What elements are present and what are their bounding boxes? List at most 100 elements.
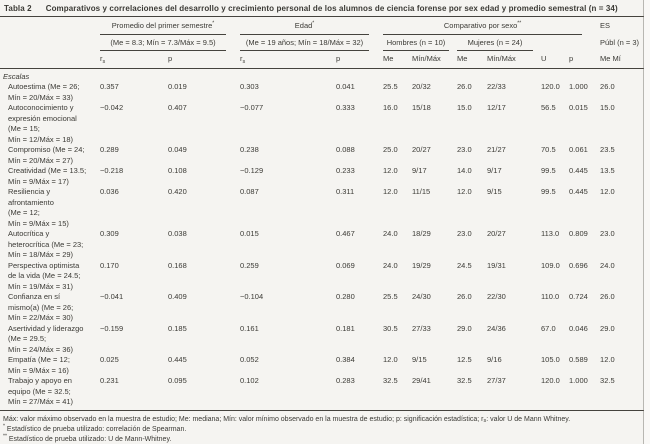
table-row: Asertividad y liderazgo (Me = 29.5; Mín …	[0, 324, 650, 356]
data-cell: 29.0	[457, 323, 472, 333]
table-row: Creatividad (Me = 13.5; Mín = 9/Máx = 17…	[0, 166, 650, 187]
data-cell: 0.303	[240, 82, 259, 91]
footnote-mannwhitney: ** Estadístico de prueba utilizado: U de…	[3, 433, 172, 443]
data-cell: 0.231	[100, 376, 119, 385]
data-cell: 0.185	[168, 323, 187, 333]
data-cell: 120.0	[541, 376, 560, 385]
data-cell: 12/17	[487, 103, 506, 112]
footnote-marker: *	[3, 423, 5, 430]
subheader-hombres: Hombres (n = 10)	[383, 35, 457, 51]
data-cell: 26.0	[600, 292, 615, 301]
data-cell: 22/30	[487, 292, 506, 301]
data-cell: 0.333	[336, 103, 355, 112]
table-row: Perspectiva optimista de la vida (Me = 2…	[0, 261, 650, 293]
group-label: Comparativo por sexo	[443, 21, 518, 30]
table-row: Compromiso (Me = 24; Mín = 20/Máx = 27) 0…	[0, 145, 650, 166]
group-label: Promedio del primer semestre	[111, 21, 213, 30]
col-header-minmax: Mín/Máx	[412, 51, 458, 69]
col-header-me-mi: Me Mí	[594, 51, 650, 69]
data-cell: 9/15	[487, 187, 502, 196]
row-label: Asertividad y liderazgo (Me = 29.5; Mín …	[8, 323, 84, 354]
row-label: Compromiso (Me = 24; Mín = 20/Máx = 27)	[8, 145, 85, 165]
footnote-spearman: * Estadístico de prueba utilizado: corre…	[3, 423, 187, 433]
data-cell: 19/31	[487, 260, 506, 270]
data-cell: 13.5	[600, 166, 615, 175]
data-cell: 26.0	[457, 292, 472, 301]
data-cell: 0.015	[240, 229, 259, 238]
data-cell: 12.0	[600, 355, 615, 364]
data-cell: 0.041	[336, 82, 355, 91]
data-cell: 24.0	[383, 260, 398, 270]
column-header-row: rs p rs p Me Mín/Máx Me Mín/Máx U p Me M…	[0, 51, 650, 69]
subheader-promedio-range: (Me = 8.3; Mín = 7.3/Máx = 9.5)	[100, 35, 240, 51]
data-cell: 0.420	[168, 187, 187, 196]
data-cell: 0.170	[100, 260, 119, 270]
table-number: Tabla 2	[4, 4, 32, 13]
data-cell: 0.036	[100, 187, 119, 196]
table-caption: Comparativos y correlaciones del desarro…	[45, 4, 618, 13]
col-header-u: U	[541, 51, 570, 69]
data-cell: −0.129	[240, 166, 264, 175]
data-cell: 24.5	[457, 260, 472, 270]
scan-edge-strip	[644, 0, 650, 444]
data-cell: 20/27	[412, 145, 431, 154]
data-cell: 109.0	[541, 260, 560, 270]
data-cell: 0.015	[569, 103, 588, 112]
data-cell: 0.233	[336, 166, 355, 175]
data-cell: 29/41	[412, 376, 431, 385]
table-title: Tabla 2 Comparativos y correlaciones del…	[0, 0, 650, 13]
range-label: (Me = 19 años; Mín = 18/Máx = 32)	[240, 35, 370, 51]
subheader-mujeres: Mujeres (n = 24)	[457, 35, 541, 51]
subheader-publ: Públ (n = 3)	[600, 37, 640, 47]
data-cell: 0.181	[336, 323, 355, 333]
data-cell: 25.5	[383, 292, 398, 301]
data-table: Promedio del primer semestre* Edad* Comp…	[0, 16, 650, 411]
row-label: Autocrítica y heterocrítica (Me = 23; Mí…	[8, 229, 84, 259]
data-cell: 26.0	[600, 82, 615, 91]
group-header-sexo: Comparativo por sexo**	[383, 17, 594, 35]
footnote-general: Máx: valor máximo observado en la muestr…	[3, 415, 571, 424]
data-cell: 0.384	[336, 355, 355, 364]
data-cell: 0.407	[168, 103, 187, 112]
group-header-es: ES	[600, 21, 611, 30]
row-label: Empatía (Me = 12; Mín = 9/Máx = 16)	[8, 355, 70, 375]
table-row: Autoestima (Me = 26; Mín = 20/Máx = 33) 0…	[0, 82, 650, 103]
data-cell: 0.467	[336, 229, 355, 238]
row-label: Perspectiva optimista de la vida (Me = 2…	[8, 260, 81, 291]
group-label: Edad	[294, 21, 313, 30]
data-cell: 32.5	[600, 376, 615, 385]
data-cell: 32.5	[457, 376, 472, 385]
data-cell: 0.409	[168, 292, 187, 301]
data-cell: 19/29	[412, 260, 431, 270]
data-cell: 23.0	[600, 229, 615, 238]
data-cell: 0.025	[100, 355, 119, 364]
data-cell: 0.724	[569, 292, 588, 301]
group-header-promedio: Promedio del primer semestre*	[100, 17, 240, 35]
data-cell: 25.5	[383, 82, 398, 91]
data-cell: 0.088	[336, 145, 355, 154]
table-row: Trabajo y apoyo en equipo (Me = 32.5; Mí…	[0, 376, 650, 410]
data-cell: 0.108	[168, 166, 187, 175]
data-cell: 0.019	[168, 82, 187, 91]
section-label: Escalas	[3, 71, 30, 81]
data-cell: 15.0	[600, 103, 615, 112]
table-row: Resiliencia y afrontamiento (Me = 12; Mí…	[0, 187, 650, 229]
subheader-edad-range: (Me = 19 años; Mín = 18/Máx = 32)	[240, 35, 383, 51]
data-cell: 70.5	[541, 145, 556, 154]
data-cell: 1.000	[569, 82, 588, 91]
data-cell: 0.061	[569, 145, 588, 154]
row-label: Autoestima (Me = 26; Mín = 20/Máx = 33)	[8, 82, 80, 102]
table-row: Confianza en sí mismo(a) (Me = 26; Mín =…	[0, 292, 650, 324]
data-cell: 14.0	[457, 166, 472, 175]
range-label: (Me = 8.3; Mín = 7.3/Máx = 9.5)	[100, 35, 226, 51]
empty-cell	[541, 35, 594, 52]
data-cell: 11/15	[412, 187, 431, 196]
data-cell: 0.259	[240, 260, 259, 270]
data-cell: 67.0	[541, 323, 556, 333]
data-cell: 22/33	[487, 82, 506, 91]
row-label: Trabajo y apoyo en equipo (Me = 32.5; Mí…	[8, 376, 74, 406]
data-cell: 9/15	[412, 355, 427, 364]
data-cell: 0.289	[100, 145, 119, 154]
data-cell: 20/32	[412, 82, 431, 91]
data-cell: −0.218	[100, 166, 124, 175]
